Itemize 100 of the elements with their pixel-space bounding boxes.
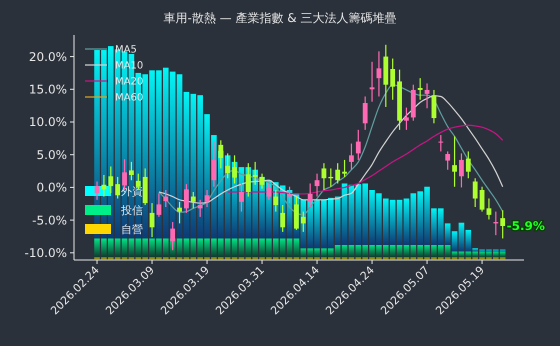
bar <box>404 244 410 258</box>
bar <box>424 186 430 245</box>
bar <box>294 238 300 258</box>
bar <box>383 244 389 258</box>
bar <box>149 70 155 238</box>
bar <box>114 238 120 258</box>
bar <box>238 238 244 258</box>
bar <box>328 248 334 258</box>
bar <box>390 200 396 245</box>
bar <box>362 244 368 258</box>
bar <box>156 70 162 238</box>
y-tick-label: 15.0% <box>28 82 67 96</box>
bar <box>342 244 348 258</box>
candlestick <box>438 135 444 152</box>
bar <box>431 208 437 245</box>
bar <box>211 238 217 258</box>
bar <box>204 238 210 258</box>
bar <box>472 251 478 258</box>
bar <box>369 244 375 258</box>
y-tick-label: 10.0% <box>28 115 67 130</box>
bar <box>369 190 375 245</box>
bar <box>280 238 286 258</box>
bar <box>142 238 148 258</box>
bar <box>108 238 114 258</box>
bar <box>410 193 416 245</box>
bar <box>321 248 327 258</box>
bar <box>472 248 478 252</box>
bar <box>424 244 430 258</box>
bar <box>431 244 437 258</box>
bar <box>376 244 382 258</box>
bar <box>362 183 368 245</box>
bar <box>321 200 327 248</box>
bar <box>417 191 423 245</box>
legend-label: MA5 <box>115 44 137 56</box>
bar <box>307 248 313 258</box>
bar <box>197 238 203 258</box>
bar <box>176 238 182 258</box>
bar <box>94 238 100 258</box>
bar <box>396 244 402 258</box>
bar <box>190 94 196 238</box>
bar <box>156 238 162 258</box>
bar <box>356 184 362 245</box>
legend-label: 投信 <box>120 204 143 217</box>
bar <box>314 200 320 248</box>
y-tick-label: -5.0% <box>32 213 67 228</box>
bar <box>122 238 128 258</box>
bar <box>444 244 450 258</box>
bar <box>500 251 506 258</box>
bar <box>348 244 354 258</box>
bar <box>376 193 382 245</box>
y-tick-label: 5.0% <box>36 148 67 162</box>
candlestick <box>198 200 203 217</box>
bar <box>334 244 340 258</box>
bar <box>452 231 458 252</box>
bar <box>286 238 292 258</box>
y-tick-label: 0.0% <box>36 180 67 195</box>
bar <box>135 238 142 258</box>
bar <box>396 200 402 245</box>
bar <box>266 238 272 258</box>
bar <box>404 198 410 245</box>
y-tick-label: -10.0% <box>24 246 67 260</box>
bar <box>190 238 196 258</box>
legend-label: 自營 <box>121 222 143 236</box>
bar <box>314 248 320 258</box>
bar <box>162 68 169 238</box>
text: -5.9% <box>506 219 545 234</box>
bar <box>342 183 348 245</box>
bar <box>410 244 416 258</box>
bar <box>197 95 203 238</box>
bar <box>224 238 230 258</box>
bar <box>272 238 279 258</box>
bar <box>334 196 340 245</box>
bar <box>232 238 238 258</box>
bar <box>356 244 362 258</box>
bar <box>417 244 423 258</box>
bar <box>176 74 182 238</box>
bar <box>458 222 464 252</box>
bar <box>245 238 252 258</box>
bar <box>300 248 306 258</box>
bar <box>383 198 389 245</box>
bar <box>204 114 210 238</box>
bar <box>162 238 169 258</box>
bar <box>466 230 472 252</box>
bar <box>328 198 334 248</box>
bar <box>218 238 224 258</box>
bar <box>438 208 444 245</box>
bar <box>493 251 499 258</box>
bar <box>486 251 492 258</box>
bar <box>438 244 444 258</box>
chart-title: 車用-散熱 — 產業指數 & 三大法人籌碼堆疊 <box>164 11 396 25</box>
bar <box>444 223 450 245</box>
bar <box>252 170 258 238</box>
y-tick-label: 20.0% <box>28 50 67 64</box>
bar <box>390 244 396 258</box>
bar <box>348 184 354 245</box>
bar <box>184 238 190 258</box>
candlestick <box>163 190 168 208</box>
bar <box>466 251 472 258</box>
bar <box>252 238 258 258</box>
bar <box>149 238 155 258</box>
